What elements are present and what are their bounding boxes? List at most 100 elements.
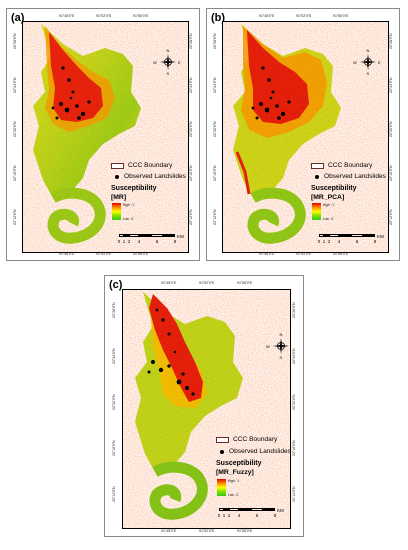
landslide-dot-icon bbox=[115, 174, 119, 179]
legend-title: Susceptibility bbox=[216, 460, 262, 467]
top-tick: 91°52'0"E bbox=[296, 14, 312, 18]
top-tick: 91°48'0"E bbox=[59, 14, 75, 18]
scale-label: 6 bbox=[355, 239, 359, 244]
scale-label: 6 bbox=[155, 239, 159, 244]
texture-overlay bbox=[223, 22, 388, 252]
panel-label: (a) bbox=[11, 12, 25, 24]
landslide-dot-icon bbox=[315, 174, 319, 179]
legend-boundary: CCC Boundary bbox=[111, 162, 172, 169]
map-panel-a: (a) 91°48'0"E 91°52'0"E 91°56'0"E 91°48'… bbox=[6, 8, 200, 261]
boundary-swatch bbox=[216, 436, 229, 443]
legend-model: [MR] bbox=[111, 194, 127, 201]
scale-unit: KM bbox=[277, 508, 284, 513]
top-tick: 91°52'0"E bbox=[96, 14, 112, 18]
legend-title: Susceptibility bbox=[111, 185, 157, 192]
left-tick: 22°28'0"N bbox=[112, 302, 116, 318]
scale-label: 1 bbox=[322, 239, 326, 244]
scale-label: 2 bbox=[327, 239, 331, 244]
north-label: N bbox=[366, 48, 370, 53]
right-tick: 22°12'0"N bbox=[189, 209, 193, 225]
scale-label: 1 bbox=[122, 239, 126, 244]
top-tick: 91°48'0"E bbox=[161, 281, 177, 285]
legend-boundary-label: CCC Boundary bbox=[233, 436, 278, 443]
legend-landslides: Observed Landslides bbox=[311, 173, 386, 180]
bottom-tick: 91°52'0"E bbox=[96, 252, 112, 256]
map-frame: N S E W CCC Boundary Observed Landslides… bbox=[122, 289, 291, 529]
compass-icon bbox=[273, 338, 289, 354]
south-label: S bbox=[279, 355, 283, 360]
scale-label: 8 bbox=[373, 239, 377, 244]
scale-bar: 0 1 2 4 6 8 KM bbox=[218, 508, 287, 518]
susceptibility-map bbox=[23, 22, 188, 252]
north-label: N bbox=[279, 332, 283, 337]
left-tick: 22°20'0"N bbox=[112, 394, 116, 410]
map-frame: N S E W CCC Boundary Observed Landslides… bbox=[22, 21, 189, 253]
bottom-tick: 91°48'0"E bbox=[59, 252, 75, 256]
scale-bar: 0 1 2 4 6 8 KM bbox=[118, 234, 185, 244]
top-tick: 91°56'0"E bbox=[237, 281, 253, 285]
left-tick: 22°28'0"N bbox=[213, 33, 217, 49]
scale-bar: 0 1 2 4 6 8 KM bbox=[317, 234, 385, 244]
legend-landslides-label: Observed Landslides bbox=[229, 448, 291, 455]
right-tick: 22°24'0"N bbox=[389, 77, 393, 93]
left-tick: 22°24'0"N bbox=[13, 77, 17, 93]
top-tick: 91°48'0"E bbox=[259, 14, 275, 18]
boundary-swatch bbox=[311, 162, 324, 169]
left-tick: 22°20'0"N bbox=[213, 121, 217, 137]
west-label: W bbox=[153, 60, 157, 65]
legend: CCC Boundary Observed Landslides Suscept… bbox=[123, 290, 290, 528]
scale-label: 1 bbox=[222, 513, 226, 518]
landslide-points bbox=[147, 308, 195, 396]
texture-overlay bbox=[23, 22, 188, 252]
ramp-high-label: High : 1 bbox=[323, 203, 334, 207]
ramp-low-label: Low : 0 bbox=[123, 217, 134, 221]
color-ramp bbox=[312, 203, 321, 220]
legend-landslides-label: Observed Landslides bbox=[124, 173, 186, 180]
bottom-tick: 91°52'0"E bbox=[296, 252, 312, 256]
scale-label: 4 bbox=[337, 239, 341, 244]
scale-label: 4 bbox=[237, 513, 241, 518]
right-tick: 22°24'0"N bbox=[189, 77, 193, 93]
landslide-dot-icon bbox=[220, 449, 224, 454]
right-tick: 22°20'0"N bbox=[189, 121, 193, 137]
east-label: E bbox=[178, 60, 181, 65]
legend-landslides: Observed Landslides bbox=[111, 173, 186, 180]
north-arrow: N S E W bbox=[353, 48, 381, 76]
map-panel-b: (b) 91°48'0"E 91°52'0"E 91°56'0"E 91°48'… bbox=[206, 8, 400, 261]
color-ramp bbox=[217, 479, 226, 496]
landslide-points bbox=[251, 66, 291, 120]
bottom-tick: 91°52'0"E bbox=[199, 529, 215, 533]
legend-landslides-label: Observed Landslides bbox=[324, 173, 386, 180]
scale-unit: KM bbox=[377, 234, 384, 239]
legend-boundary: CCC Boundary bbox=[216, 436, 277, 443]
panel-label: (b) bbox=[211, 12, 226, 24]
legend-boundary: CCC Boundary bbox=[311, 162, 372, 169]
right-tick: 22°20'0"N bbox=[292, 394, 296, 410]
right-tick: 22°16'0"N bbox=[189, 165, 193, 181]
scale-label: 0 bbox=[317, 239, 321, 244]
left-tick: 22°20'0"N bbox=[13, 121, 17, 137]
legend-model: [MR_Fuzzy] bbox=[216, 469, 254, 476]
bottom-tick: 91°56'0"E bbox=[133, 252, 149, 256]
right-tick: 22°12'0"N bbox=[292, 486, 296, 502]
ramp-low-label: Low : 0 bbox=[228, 493, 239, 497]
scale-label: 8 bbox=[173, 239, 177, 244]
left-tick: 22°12'0"N bbox=[213, 209, 217, 225]
legend: CCC Boundary Observed Landslides Suscept… bbox=[23, 22, 188, 252]
landslide-points bbox=[51, 66, 91, 120]
legend: CCC Boundary Observed Landslides Suscept… bbox=[223, 22, 388, 252]
scale-label: 2 bbox=[127, 239, 131, 244]
left-tick: 22°12'0"N bbox=[13, 209, 17, 225]
right-tick: 22°28'0"N bbox=[189, 33, 193, 49]
boundary-swatch bbox=[111, 162, 124, 169]
south-label: S bbox=[366, 71, 370, 76]
west-label: W bbox=[353, 60, 357, 65]
map-frame: N S E W CCC Boundary Observed Landslides… bbox=[222, 21, 389, 253]
left-tick: 22°24'0"N bbox=[213, 77, 217, 93]
scale-label: 6 bbox=[255, 513, 259, 518]
right-tick: 22°24'0"N bbox=[292, 348, 296, 364]
north-arrow: N S E W bbox=[266, 332, 290, 360]
legend-model: [MR_PCA] bbox=[311, 194, 345, 201]
scale-label: 2 bbox=[227, 513, 231, 518]
right-tick: 22°20'0"N bbox=[389, 121, 393, 137]
